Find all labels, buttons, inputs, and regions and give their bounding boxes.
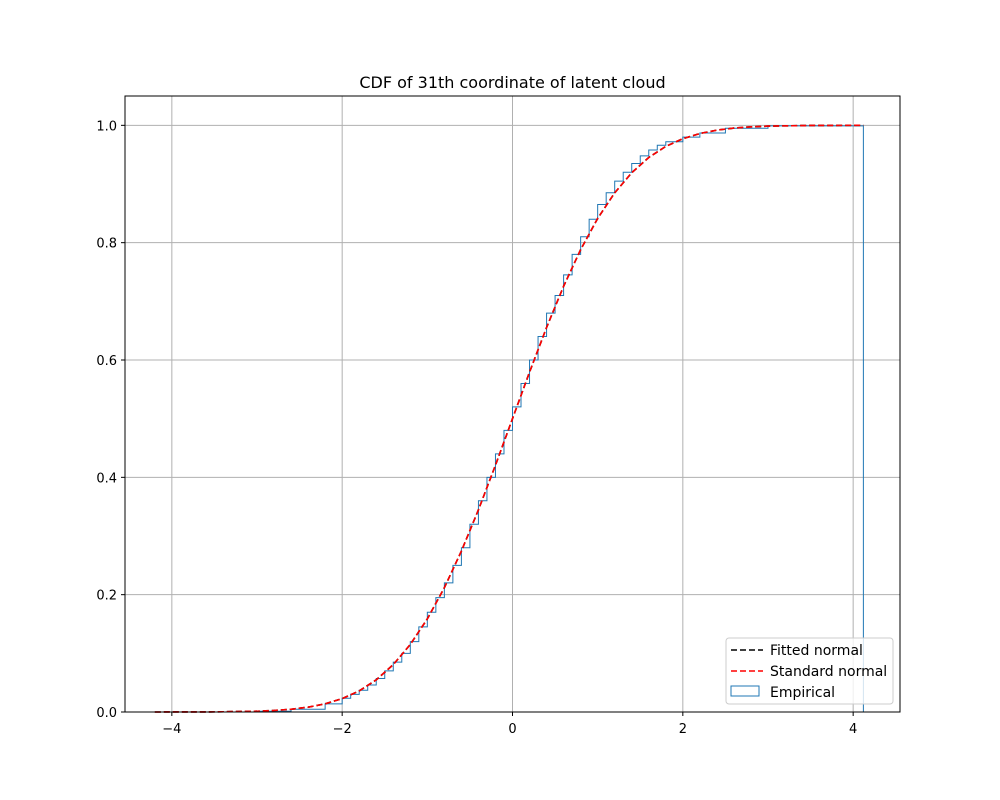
y-tick-label: 0.4: [96, 471, 117, 486]
legend: Fitted normal Standard normal Empirical: [725, 637, 894, 705]
x-tick-label: 0: [508, 722, 516, 737]
legend-standard-label: Standard normal: [770, 664, 887, 680]
y-tick-label: 1.0: [96, 119, 117, 134]
x-tick-label: 4: [849, 722, 857, 737]
legend-empirical-swatch: [730, 685, 760, 697]
x-tick-label: 2: [679, 722, 687, 737]
y-tick-label: 0.0: [96, 706, 117, 721]
plot-area: −4 −2 0 2 4 0.0 0.2 0.4 0.6 0.8 1.0: [96, 95, 901, 737]
standard-normal-series: [154, 124, 864, 713]
y-tick-label: 0.2: [96, 589, 117, 604]
chart-title: CDF of 31th coordinate of latent cloud: [359, 73, 665, 92]
y-tick-label: 0.8: [96, 237, 117, 252]
legend-empirical-label: Empirical: [770, 685, 835, 701]
legend-frame: [725, 637, 894, 705]
y-tick-label: 0.6: [96, 354, 117, 369]
legend-fitted-label: Fitted normal: [770, 643, 863, 659]
x-tick-label: −2: [333, 722, 352, 737]
x-tick-label: −4: [162, 722, 181, 737]
